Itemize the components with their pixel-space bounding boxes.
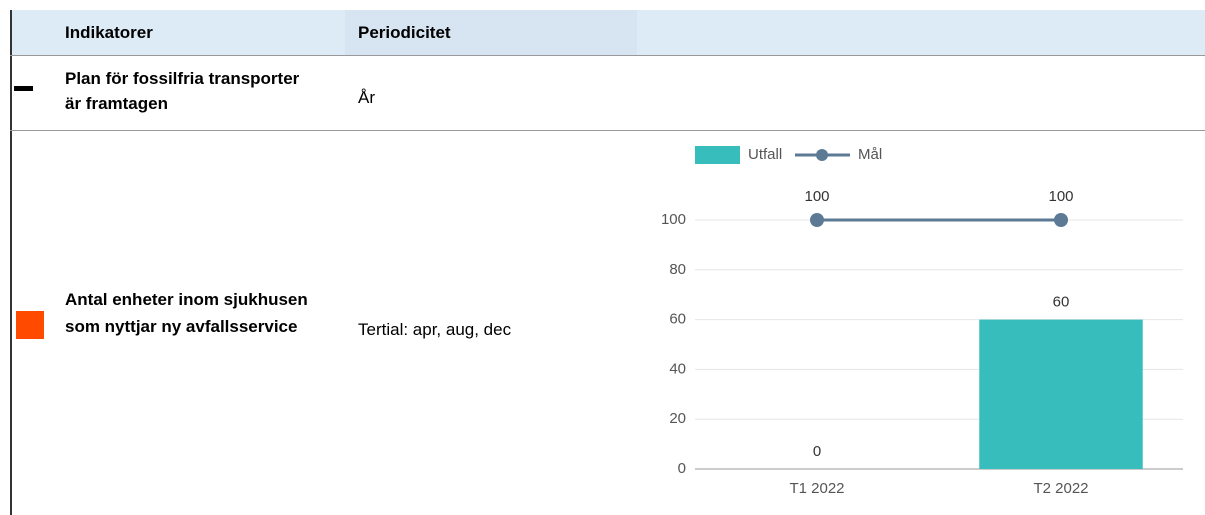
legend-swatch (695, 146, 740, 164)
bar (979, 319, 1143, 469)
y-tick-label: 40 (669, 360, 686, 377)
data-label: 100 (1048, 188, 1073, 205)
legend-label: Mål (858, 146, 882, 163)
y-tick-label: 100 (661, 211, 686, 228)
y-tick-label: 60 (669, 311, 686, 328)
row-border (10, 130, 1205, 131)
data-label: 60 (1053, 294, 1070, 311)
target-point (1054, 213, 1068, 227)
x-tick-label: T1 2022 (789, 480, 844, 497)
legend-swatch (816, 149, 828, 161)
legend-label: Utfall (748, 146, 782, 163)
status-icon (14, 86, 33, 91)
target-point (810, 213, 824, 227)
header-label: Periodicitet (358, 23, 451, 42)
status-icon (16, 311, 44, 339)
y-tick-label: 80 (669, 261, 686, 278)
y-tick-label: 20 (669, 410, 686, 427)
periodicity: Tertial: apr, aug, dec (358, 320, 512, 339)
periodicity: År (358, 88, 375, 107)
header-label: Indikatorer (65, 23, 153, 42)
data-label: 100 (804, 188, 829, 205)
x-tick-label: T2 2022 (1033, 480, 1088, 497)
data-label: 0 (813, 443, 821, 460)
row-border (10, 55, 1205, 56)
indicator-name: Antal enheter inom sjukhusen som nyttjar… (65, 290, 308, 336)
y-tick-label: 0 (678, 460, 686, 477)
indicator-name: Plan för fossilfria transporter är framt… (65, 69, 300, 113)
left-border (10, 10, 12, 515)
header-cell (345, 10, 637, 55)
